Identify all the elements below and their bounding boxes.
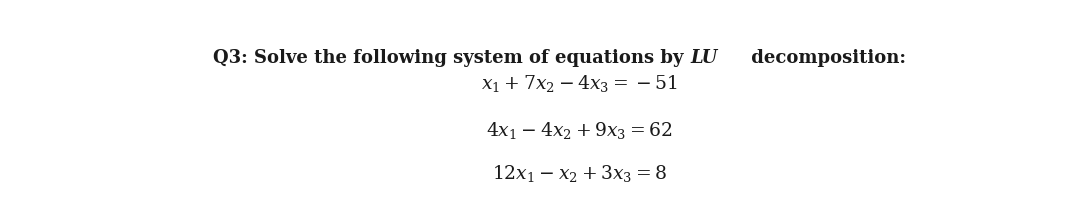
Text: $4x_1 - 4x_2 + 9x_3 = 62$: $4x_1 - 4x_2 + 9x_3 = 62$ [487,120,672,141]
Text: Q3: Solve the following system of equations by: Q3: Solve the following system of equati… [214,49,691,67]
Text: $12x_1 - x_2 + 3x_3 = 8$: $12x_1 - x_2 + 3x_3 = 8$ [492,163,667,184]
Text: decomposition:: decomposition: [745,49,905,67]
Text: $x_1 + 7x_2 - 4x_3 = -51$: $x_1 + 7x_2 - 4x_3 = -51$ [481,73,678,94]
Text: LU: LU [691,49,717,67]
